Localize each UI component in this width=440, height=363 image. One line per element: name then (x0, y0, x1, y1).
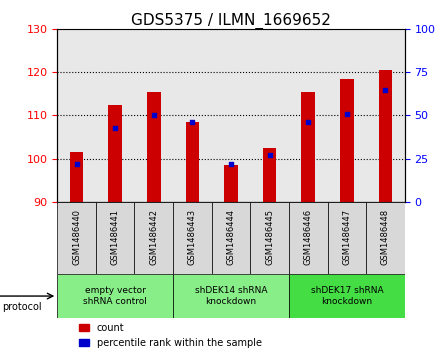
Point (305, 119, 312, 125)
Point (227, 161, 235, 167)
Bar (340, 79, 354, 202)
Bar (212, 202, 250, 274)
Bar (57, 274, 173, 318)
Text: protocol: protocol (2, 302, 42, 312)
Bar (327, 202, 366, 274)
Text: GSM1486445: GSM1486445 (265, 209, 274, 265)
Bar (173, 202, 212, 274)
Bar (186, 122, 199, 202)
Bar (70, 152, 83, 202)
Title: GDS5375 / ILMN_1669652: GDS5375 / ILMN_1669652 (131, 13, 331, 29)
Point (382, 87, 389, 93)
Text: empty vector
shRNA control: empty vector shRNA control (83, 286, 147, 306)
Point (73, 161, 80, 167)
Text: GSM1486440: GSM1486440 (72, 209, 81, 265)
Bar (147, 92, 161, 202)
Text: GSM1486444: GSM1486444 (227, 209, 235, 265)
Text: GSM1486447: GSM1486447 (342, 209, 352, 265)
Bar (96, 202, 135, 274)
Bar (57, 202, 96, 274)
Point (189, 119, 196, 125)
Bar (250, 202, 289, 274)
Text: shDEK17 shRNA
knockdown: shDEK17 shRNA knockdown (311, 286, 383, 306)
Bar (379, 70, 392, 202)
Bar (173, 274, 289, 318)
Bar (108, 105, 122, 202)
Text: GSM1486443: GSM1486443 (188, 209, 197, 265)
Point (150, 113, 157, 118)
Bar (224, 165, 238, 202)
Point (112, 125, 119, 130)
Text: GSM1486446: GSM1486446 (304, 209, 313, 265)
Bar (366, 202, 405, 274)
Bar (135, 202, 173, 274)
Point (343, 111, 350, 117)
Text: shDEK14 shRNA
knockdown: shDEK14 shRNA knockdown (195, 286, 267, 306)
Text: GSM1486442: GSM1486442 (149, 209, 158, 265)
Text: GSM1486448: GSM1486448 (381, 209, 390, 265)
Point (266, 152, 273, 158)
Bar (289, 202, 327, 274)
Legend: count, percentile rank within the sample: count, percentile rank within the sample (80, 323, 262, 348)
Text: GSM1486441: GSM1486441 (110, 209, 120, 265)
Bar (263, 148, 276, 202)
Bar (301, 92, 315, 202)
Bar (289, 274, 405, 318)
